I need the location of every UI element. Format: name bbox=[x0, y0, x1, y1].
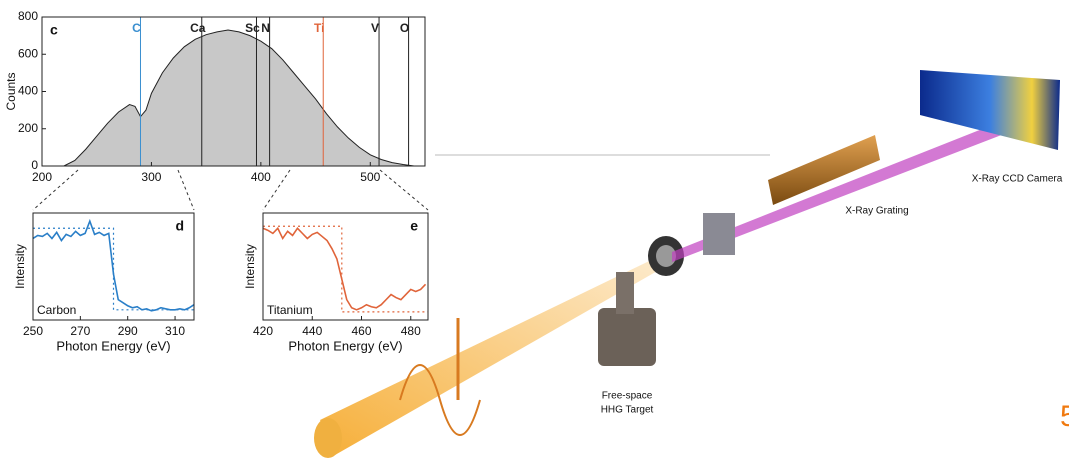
edge-label: N bbox=[261, 21, 270, 35]
target-block bbox=[598, 308, 656, 366]
x-tick-label: 400 bbox=[251, 170, 271, 184]
series-line bbox=[263, 228, 426, 310]
x-axis-label: Photon Energy (eV) bbox=[56, 338, 170, 353]
beam-end bbox=[314, 418, 342, 458]
x-axis-label: Photon Energy (eV) bbox=[288, 338, 402, 353]
y-tick-label: 200 bbox=[18, 121, 38, 135]
grating-label: X-Ray Grating bbox=[845, 206, 908, 217]
target-label: Free-space bbox=[602, 391, 653, 402]
slide: X-Ray CCD Camera X-Ray Grating Free-spac… bbox=[0, 0, 1069, 462]
diagram: X-Ray CCD Camera X-Ray Grating Free-spac… bbox=[314, 70, 1069, 458]
series-line bbox=[33, 228, 194, 310]
page-number: 5 bbox=[1060, 400, 1069, 433]
edge-label: C bbox=[132, 21, 141, 35]
y-axis-label: Intensity bbox=[243, 244, 257, 289]
edge-label: O bbox=[400, 21, 409, 35]
annotation: Carbon bbox=[37, 303, 76, 317]
x-tick-label: 290 bbox=[118, 324, 138, 338]
edge-label: Sc bbox=[245, 21, 260, 35]
spectrum-area bbox=[64, 30, 414, 166]
series-line bbox=[263, 226, 428, 312]
y-tick-label: 800 bbox=[18, 9, 38, 23]
x-tick-label: 500 bbox=[360, 170, 380, 184]
camera-label: X-Ray CCD Camera bbox=[972, 174, 1063, 185]
x-tick-label: 270 bbox=[70, 324, 90, 338]
x-tick-label: 480 bbox=[401, 324, 421, 338]
panel-label: c bbox=[50, 22, 58, 38]
x-tick-label: 310 bbox=[165, 324, 185, 338]
x-tick-label: 300 bbox=[141, 170, 161, 184]
target-nozzle bbox=[616, 272, 634, 314]
annotation: Titanium bbox=[267, 303, 313, 317]
x-tick-label: 250 bbox=[23, 324, 43, 338]
y-tick-label: 400 bbox=[18, 84, 38, 98]
chart: 420 440 460 480 e Intensity Photon Energy (eV)… bbox=[243, 213, 428, 353]
chart: 250 270 290 310 d Intensity Photon Energy (eV)… bbox=[13, 213, 194, 353]
slit bbox=[703, 213, 735, 255]
x-tick-label: 460 bbox=[351, 324, 371, 338]
panel-label: d bbox=[175, 218, 184, 234]
y-axis-label: Intensity bbox=[13, 244, 27, 289]
x-tick-label: 420 bbox=[253, 324, 273, 338]
edge-label: Ti bbox=[314, 21, 324, 35]
x-tick-label: 440 bbox=[302, 324, 322, 338]
edge-label: Ca bbox=[190, 21, 206, 35]
panel-label: e bbox=[410, 218, 418, 234]
y-tick-label: 0 bbox=[31, 158, 38, 172]
y-axis-label: Counts bbox=[4, 72, 18, 110]
x-tick-label: 200 bbox=[32, 170, 52, 184]
target-label: HHG Target bbox=[601, 405, 654, 416]
edge-label: V bbox=[371, 21, 379, 35]
y-tick-label: 600 bbox=[18, 46, 38, 60]
